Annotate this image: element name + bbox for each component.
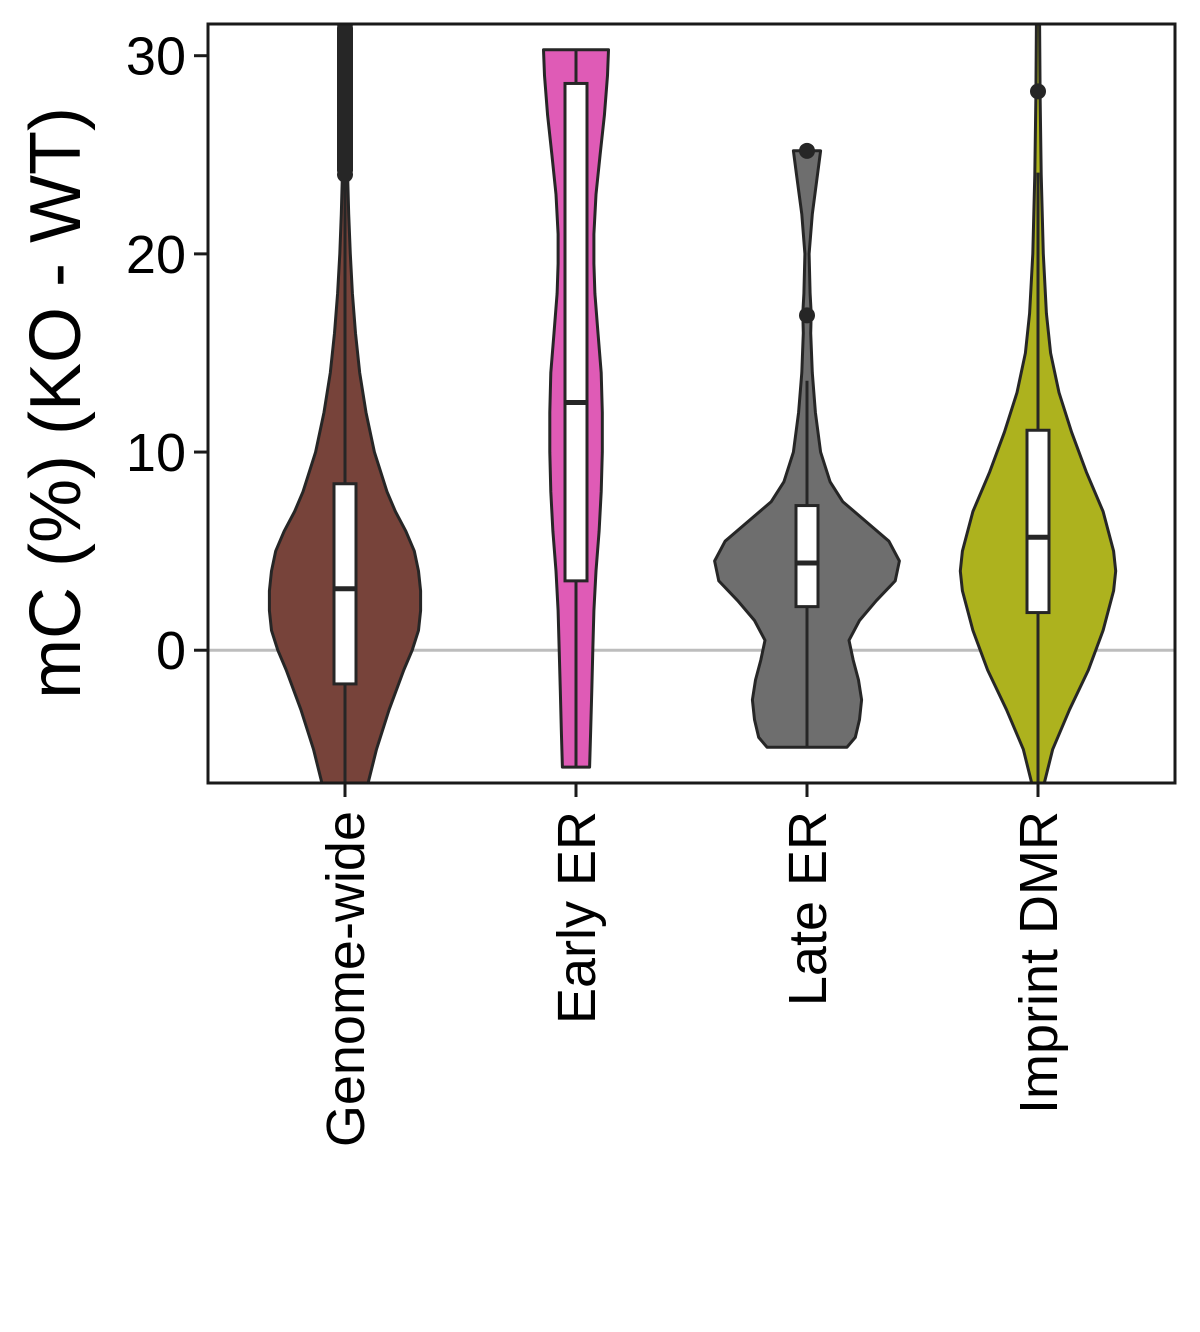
y-axis-title: mC (%) (KO - WT) <box>16 107 96 699</box>
violin-group-genome-wide <box>267 24 423 783</box>
y-tick-label: 30 <box>126 27 186 87</box>
violin-group-late-er <box>713 142 901 749</box>
y-tick-label: 0 <box>156 621 186 681</box>
x-tick-label: Early ER <box>547 811 607 1024</box>
outlier-point <box>799 307 815 324</box>
outlier-cluster <box>337 24 353 175</box>
box <box>332 482 358 686</box>
y-tick-label: 20 <box>126 225 186 285</box>
x-tick-label: Genome-wide <box>316 811 376 1147</box>
box <box>563 81 589 583</box>
violin-group-early-er <box>542 48 610 769</box>
x-tick-label: Imprint DMR <box>1009 811 1069 1114</box>
violin-group-imprint-dmr <box>958 24 1118 783</box>
y-axis: 0 10 20 30 <box>126 27 208 681</box>
plot-area <box>208 24 1175 783</box>
box <box>794 504 820 609</box>
y-tick-label: 10 <box>126 423 186 483</box>
x-axis: Genome-wide Early ER Late ER Imprint DMR <box>316 783 1069 1147</box>
outlier-point <box>799 142 815 159</box>
box <box>1025 428 1051 615</box>
plot-frame <box>206 22 1177 785</box>
outlier-point <box>1030 83 1046 100</box>
x-tick-label: Late ER <box>778 811 838 1006</box>
